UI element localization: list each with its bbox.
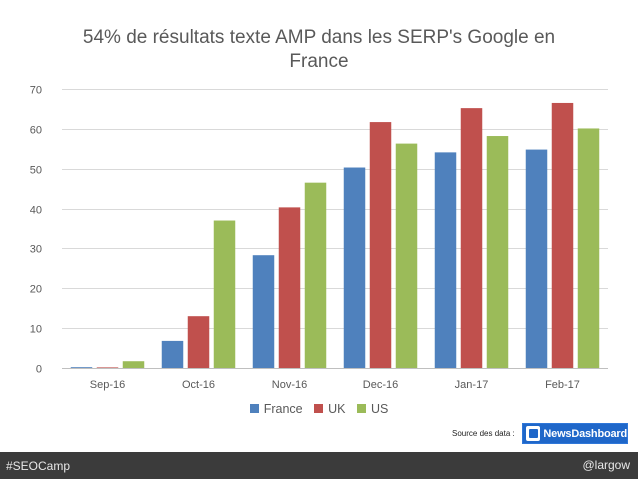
bar-france-feb-17	[525, 149, 548, 368]
x-tick-label: Jan-17	[455, 379, 489, 391]
legend-label-uk: UK	[328, 402, 346, 416]
y-tick-label: 60	[30, 125, 42, 137]
legend-item-uk: UK	[314, 402, 345, 416]
y-tick-label: 30	[30, 244, 42, 256]
newsdashboard-logo: NewsDashboard	[522, 423, 628, 444]
bar-us-jan-17	[486, 136, 509, 368]
y-tick-label: 10	[30, 324, 42, 336]
bar-uk-dec-16	[369, 122, 392, 369]
legend-item-france: France	[249, 402, 303, 416]
legend-swatch-us	[356, 404, 366, 413]
footer-handle: @largow	[582, 458, 630, 472]
x-tick-label: Oct-16	[182, 379, 215, 391]
bar-france-oct-16	[161, 340, 184, 368]
chart-legend: France UK US	[0, 402, 638, 416]
bar-uk-feb-17	[551, 102, 574, 368]
x-tick-label: Nov-16	[272, 379, 307, 391]
y-tick-label: 40	[30, 205, 42, 217]
bar-uk-oct-16	[187, 316, 210, 368]
bar-france-jan-17	[434, 152, 457, 368]
legend-item-us: US	[356, 402, 389, 416]
chart-title: 54% de résultats texte AMP dans les SERP…	[0, 26, 638, 74]
x-tick-label: Dec-16	[363, 379, 398, 391]
bar-uk-nov-16	[278, 207, 301, 368]
legend-swatch-uk	[314, 404, 324, 413]
bar-france-sep-16	[70, 367, 93, 368]
bar-us-feb-17	[577, 128, 600, 368]
legend-swatch-france	[249, 404, 259, 413]
y-tick-label: 70	[30, 85, 42, 97]
newspaper-icon	[526, 426, 541, 441]
bar-france-nov-16	[252, 255, 275, 368]
x-tick-label: Sep-16	[90, 379, 125, 391]
chart-title-line-2: France	[289, 51, 349, 72]
source-label: Source des data :	[452, 429, 515, 438]
bar-chart: 0 10 20 30 40 50 60 70 Sep-16 Oct-16 Nov-16 Dec-16 J…	[30, 85, 608, 391]
bar-france-dec-16	[343, 167, 366, 368]
chart-title-line-1: 54% de résultats texte AMP dans les SERP…	[82, 27, 556, 48]
newsdashboard-logo-text: NewsDashboard	[543, 427, 627, 440]
bar-us-nov-16	[304, 182, 327, 368]
footer-hashtag: #SEOCamp	[6, 459, 71, 473]
legend-label-us: US	[370, 402, 389, 416]
bar-uk-sep-16	[96, 367, 119, 368]
y-tick-label: 0	[36, 364, 42, 376]
bar-us-sep-16	[122, 361, 145, 368]
x-tick-label: Feb-17	[545, 379, 580, 391]
bar-uk-jan-17	[460, 108, 483, 368]
bar-us-dec-16	[395, 143, 418, 368]
y-tick-label: 20	[30, 284, 42, 296]
legend-label-france: France	[263, 402, 303, 416]
bar-us-oct-16	[213, 220, 236, 368]
footer-bar: #SEOCamp @largow	[0, 452, 638, 479]
y-tick-label: 50	[30, 165, 42, 177]
